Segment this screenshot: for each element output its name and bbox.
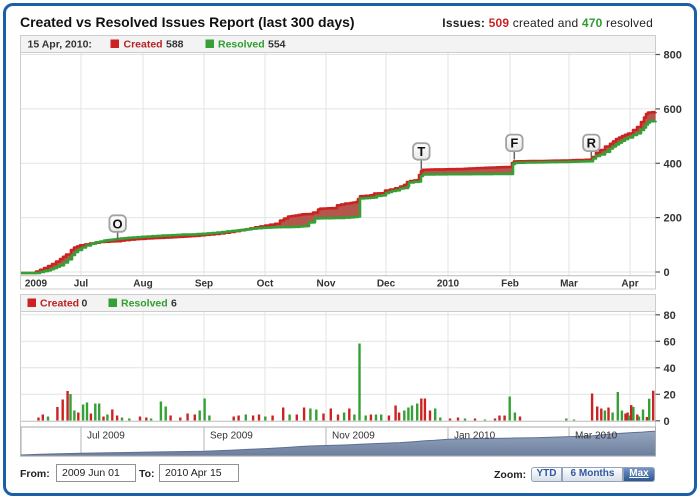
svg-text:Jan 2010: Jan 2010 xyxy=(454,431,496,442)
svg-text:Sep: Sep xyxy=(195,279,213,290)
svg-text:400: 400 xyxy=(664,158,682,170)
svg-text:Created: Created xyxy=(40,298,79,310)
svg-text:20: 20 xyxy=(664,389,676,401)
svg-text:80: 80 xyxy=(664,310,676,322)
svg-text:Nov: Nov xyxy=(317,279,336,290)
svg-text:600: 600 xyxy=(664,104,682,116)
svg-text:2009: 2009 xyxy=(25,279,48,290)
svg-text:554: 554 xyxy=(268,39,286,51)
svg-text:2010: 2010 xyxy=(437,279,460,290)
svg-text:Aug: Aug xyxy=(133,279,152,290)
svg-text:6: 6 xyxy=(171,298,177,310)
svg-text:60: 60 xyxy=(664,336,676,348)
svg-text:Oct: Oct xyxy=(257,279,274,290)
svg-text:0: 0 xyxy=(664,267,670,279)
svg-text:588: 588 xyxy=(166,39,184,51)
svg-text:O: O xyxy=(113,216,123,231)
svg-text:Nov 2009: Nov 2009 xyxy=(332,431,375,442)
svg-text:Apr: Apr xyxy=(621,279,638,290)
svg-text:0: 0 xyxy=(82,298,88,310)
svg-text:40: 40 xyxy=(664,363,676,375)
svg-text:15 Apr, 2010:: 15 Apr, 2010: xyxy=(28,39,92,51)
svg-text:Dec: Dec xyxy=(377,279,396,290)
svg-text:Jul 2009: Jul 2009 xyxy=(87,431,125,442)
svg-text:Resolved: Resolved xyxy=(121,298,168,310)
svg-text:Mar: Mar xyxy=(560,279,578,290)
svg-text:Created: Created xyxy=(124,39,163,51)
svg-text:Sep 2009: Sep 2009 xyxy=(210,431,253,442)
svg-text:Mar 2010: Mar 2010 xyxy=(575,431,618,442)
svg-text:200: 200 xyxy=(664,213,682,225)
svg-text:0: 0 xyxy=(664,416,670,428)
svg-text:Resolved: Resolved xyxy=(218,39,265,51)
svg-text:F: F xyxy=(510,136,518,151)
svg-text:Jul: Jul xyxy=(74,279,89,290)
svg-text:800: 800 xyxy=(664,50,682,62)
svg-text:Feb: Feb xyxy=(501,279,519,290)
svg-text:R: R xyxy=(587,136,597,151)
svg-text:T: T xyxy=(417,144,425,159)
